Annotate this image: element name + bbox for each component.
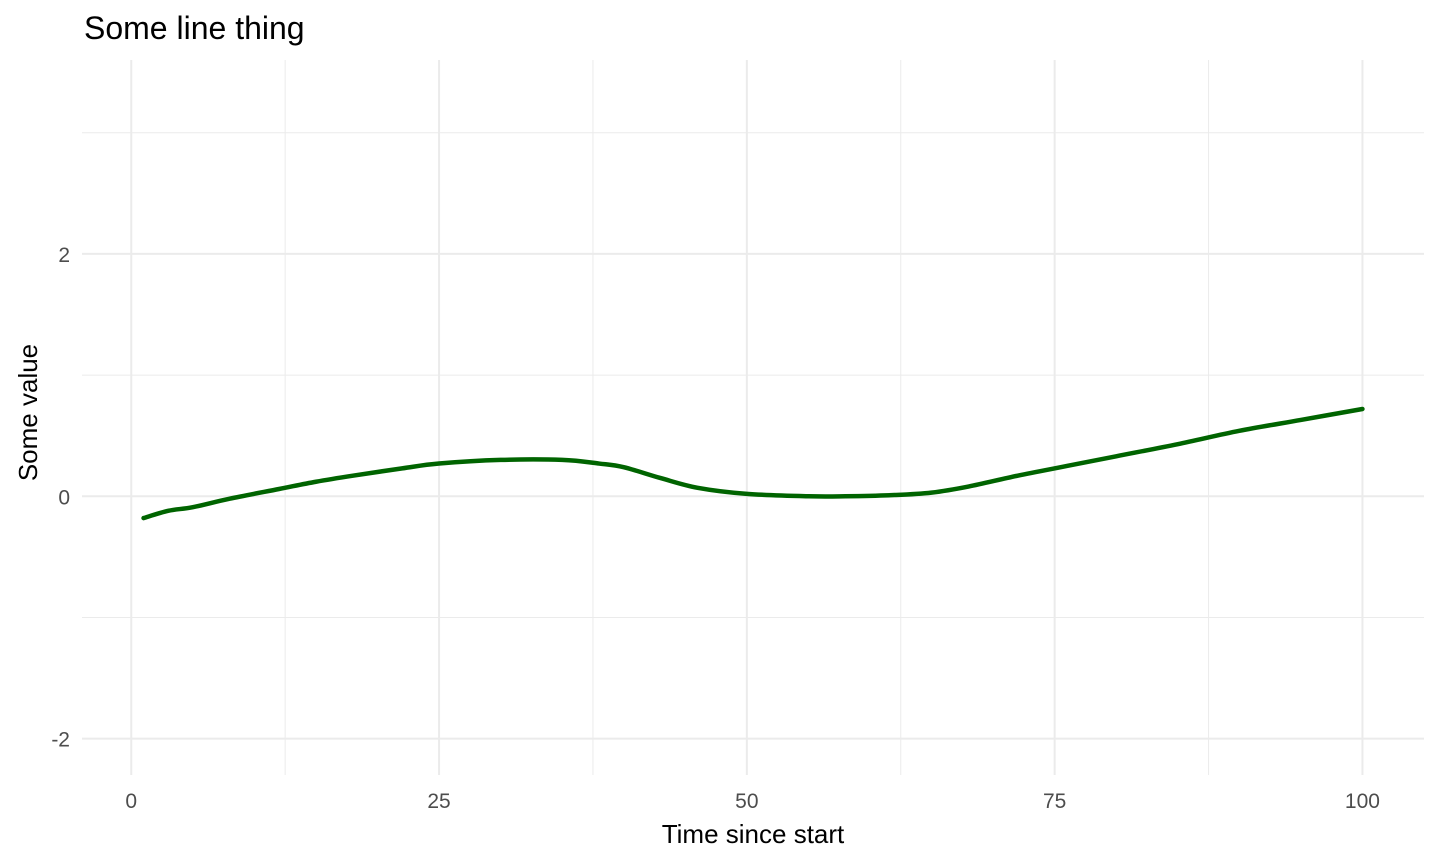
y-tick-label: -2 xyxy=(51,729,70,752)
x-tick-label: 75 xyxy=(1043,790,1066,813)
x-tick-label: 25 xyxy=(427,790,450,813)
x-tick-label: 100 xyxy=(1345,790,1380,813)
x-tick-label: 50 xyxy=(735,790,758,813)
x-tick-label: 0 xyxy=(125,790,137,813)
chart-title: Some line thing xyxy=(84,10,305,46)
y-tick-label: 2 xyxy=(58,244,70,267)
y-axis-title: Some value xyxy=(13,344,43,481)
series-line xyxy=(141,406,1365,521)
x-axis-title: Time since start xyxy=(662,819,845,849)
y-tick-label: 0 xyxy=(58,486,70,509)
